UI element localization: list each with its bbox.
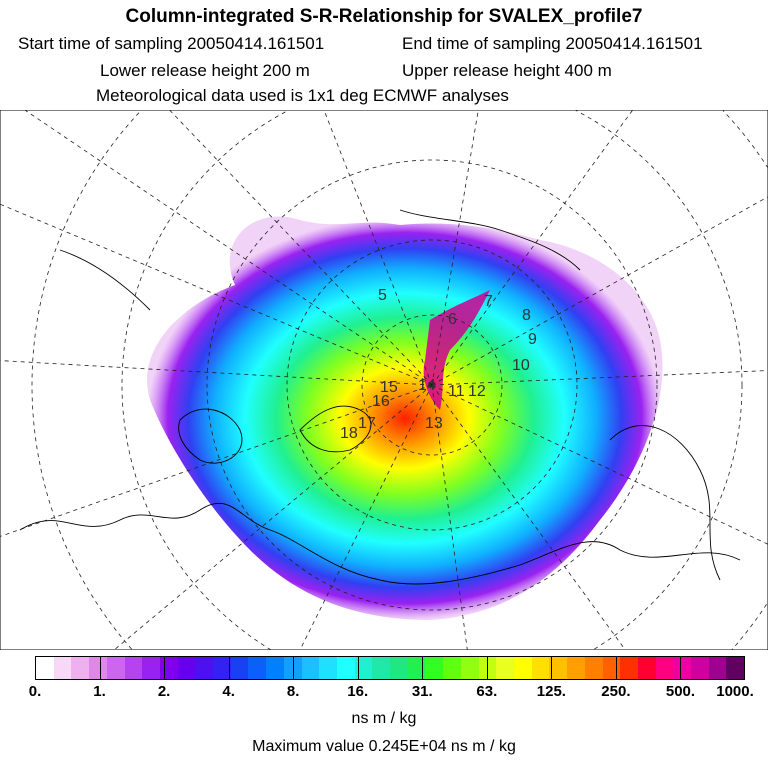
colorbar-label: 8.	[286, 683, 300, 700]
colorbar-tick	[99, 657, 101, 679]
upper-release-height-text: Upper release height 400 m	[402, 61, 612, 80]
colorbar-units: ns m / kg	[351, 710, 417, 727]
coastlines	[19, 209, 741, 585]
colorbar-segment	[336, 657, 355, 679]
colorbar-segment	[390, 657, 408, 679]
colorbar-label: 1.	[93, 683, 106, 700]
max-value-text: Maximum value 0.245E+04 ns m / kg	[252, 738, 516, 755]
lower-release-height-text: Lower release height 200 m	[100, 61, 310, 80]
colorbar-segment	[319, 657, 337, 679]
colorbar-tick	[422, 657, 424, 679]
colorbar-label: 1000.	[716, 683, 754, 700]
colorbar-label: 125.	[536, 683, 566, 700]
colorbar-segment	[708, 657, 727, 679]
colorbar-segment	[177, 657, 196, 679]
colorbar-segment	[159, 657, 178, 679]
colorbar-tick	[357, 657, 359, 679]
figure-title: Column-integrated S-R-Relationship for S…	[125, 6, 643, 27]
colorbar-segment	[53, 657, 72, 679]
colorbar-segment	[602, 657, 621, 679]
colorbar-segment	[230, 657, 249, 679]
colorbar-segment	[460, 657, 479, 679]
met-data-text: Meteorological data used is 1x1 deg ECMW…	[96, 86, 509, 105]
colorbar-segment	[124, 657, 143, 679]
colorbar-segment	[691, 657, 709, 679]
colorbar-segment	[513, 657, 532, 679]
contour-label: 18	[340, 425, 358, 442]
colorbar-segment	[372, 657, 391, 679]
colorbar-label: 500.	[665, 683, 696, 700]
contour-label: 7	[484, 293, 493, 310]
colorbar-segment	[655, 657, 674, 679]
colorbar-segment	[425, 657, 444, 679]
colorbar-tick	[293, 657, 295, 679]
colorbar-segment	[106, 657, 125, 679]
colorbar-tick	[680, 657, 682, 679]
colorbar-tick	[486, 657, 488, 679]
contour-label: 11	[448, 383, 465, 400]
colorbar-segment	[142, 657, 160, 679]
contour-label: 14	[418, 377, 436, 394]
colorbar-segment	[354, 657, 373, 679]
polar-map: 5 6 7 8 9 10 14 15 16 17 18 12 11 13	[0, 110, 768, 650]
colorbar-segment	[584, 657, 603, 679]
colorbar-tick	[164, 657, 166, 679]
start-time-text: Start time of sampling 20050414.161501	[18, 34, 325, 53]
colorbar-segment	[248, 657, 267, 679]
contour-label: 10	[512, 357, 530, 374]
contour-label: 17	[358, 415, 376, 432]
colorbar-label: 63.	[476, 683, 498, 700]
colorbar-segment	[620, 657, 638, 679]
colorbar-segment	[213, 657, 231, 679]
contour-label: 12	[468, 383, 486, 400]
colorbar-segment	[531, 657, 550, 679]
colorbar-tick	[228, 657, 230, 679]
colorbar-segment	[89, 657, 107, 679]
colorbar-segment	[726, 657, 745, 679]
contour-label: 8	[522, 307, 531, 324]
contour-label: 13	[425, 415, 443, 432]
colorbar-label: 4.	[222, 683, 235, 700]
colorbar-segment	[567, 657, 585, 679]
colorbar-label: 31.	[411, 683, 433, 700]
colorbar-segment	[195, 657, 214, 679]
colorbar-segment	[266, 657, 284, 679]
colorbar-tick	[615, 657, 617, 679]
contour-labels: 5 6 7 8 9 10 14 15 16 17 18 12 11 13	[340, 287, 537, 442]
contour-label: 6	[448, 311, 457, 328]
colorbar-segment	[283, 657, 302, 679]
colorbar-segment	[443, 657, 461, 679]
colorbar-segment	[637, 657, 656, 679]
contour-label: 16	[372, 393, 390, 410]
contour-label: 5	[378, 287, 387, 304]
contour-label: 9	[528, 331, 537, 348]
colorbar-label: 2.	[157, 683, 171, 700]
colorbar-segment	[673, 657, 692, 679]
colorbar-segment	[301, 657, 320, 679]
colorbar-segment	[71, 657, 90, 679]
contour-label: 15	[380, 379, 398, 396]
colorbar-label: 16.	[347, 683, 369, 700]
colorbar-segment	[549, 657, 568, 679]
colorbar-label: 0.	[28, 683, 42, 700]
colorbar-segment	[496, 657, 514, 679]
colorbar	[35, 656, 745, 680]
colorbar-label: 250.	[601, 683, 631, 700]
colorbar-segment	[36, 657, 54, 679]
end-time-text: End time of sampling 20050414.161501	[402, 34, 703, 53]
colorbar-tick	[551, 657, 553, 679]
colorbar-segment	[407, 657, 426, 679]
